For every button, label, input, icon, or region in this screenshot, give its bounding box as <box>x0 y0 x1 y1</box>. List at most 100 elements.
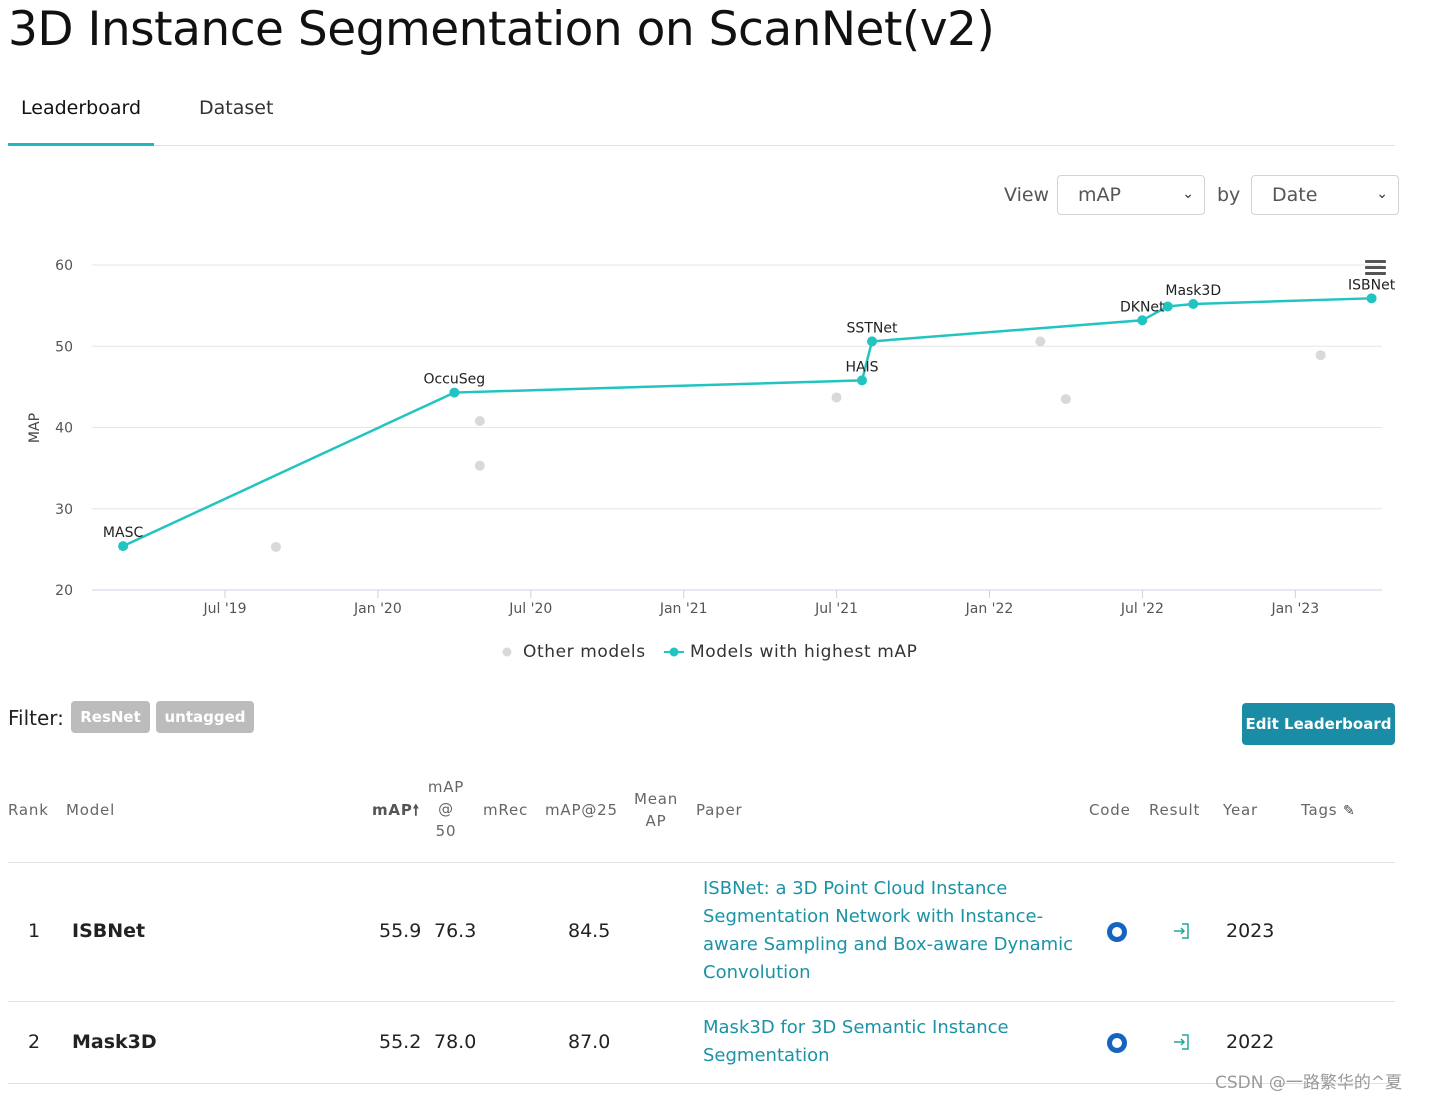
point-label: Mask3D <box>1165 283 1221 299</box>
row-rank: 2 <box>28 1031 41 1053</box>
header-mean-ap[interactable]: Mean AP <box>632 788 680 832</box>
watermark: CSDN @一路繁华的^夏 <box>1215 1073 1403 1093</box>
point-label: DKNet <box>1120 299 1165 315</box>
point-label: MASC <box>103 525 144 541</box>
filter-tag-resnet[interactable]: ResNet <box>71 701 150 733</box>
row-rank: 1 <box>28 920 41 942</box>
active-tab-indicator <box>8 143 154 146</box>
row-year: 2022 <box>1226 1031 1275 1053</box>
metric-select-value: mAP <box>1078 184 1121 206</box>
header-mrec[interactable]: mRec <box>483 801 529 819</box>
tab-bar: Leaderboard Dataset <box>8 97 1395 146</box>
header-tags-label: Tags <box>1301 801 1338 819</box>
metric-select[interactable]: mAP ⌄ <box>1057 175 1205 215</box>
filter-tag-untagged[interactable]: untagged <box>156 701 254 733</box>
edit-leaderboard-button[interactable]: Edit Leaderboard <box>1242 703 1395 745</box>
axis-select-value: Date <box>1272 184 1318 206</box>
chart-menu-icon[interactable] <box>1365 260 1386 275</box>
paper-link[interactable]: Mask3D for 3D Semantic Instance Segmenta… <box>703 1017 1009 1066</box>
row-model[interactable]: Mask3D <box>72 1031 157 1053</box>
x-tick-label: Jan '21 <box>659 601 708 617</box>
sort-arrow-up-icon: 🠕 <box>412 801 420 819</box>
row-map50: 78.0 <box>434 1031 477 1053</box>
header-result: Result <box>1149 801 1201 819</box>
header-mean-ap-line1: Mean <box>633 790 679 808</box>
row-map25: 87.0 <box>568 1031 611 1053</box>
row-map: 55.2 <box>379 1031 422 1053</box>
best-model-point[interactable] <box>867 336 877 347</box>
point-label: HAIS <box>845 359 878 375</box>
header-code: Code <box>1089 801 1131 819</box>
other-model-point[interactable] <box>831 392 842 403</box>
y-tick-label: 50 <box>55 339 73 355</box>
header-map25[interactable]: mAP@25 <box>545 801 618 819</box>
result-icon[interactable] <box>1172 1033 1190 1051</box>
y-tick-label: 40 <box>55 421 73 437</box>
tab-leaderboard[interactable]: Leaderboard <box>21 97 142 119</box>
y-tick-label: 30 <box>55 502 73 518</box>
x-tick-label: Jul '19 <box>202 601 246 617</box>
other-model-point[interactable] <box>1060 394 1071 405</box>
header-map50-line1: mAP <box>427 778 465 796</box>
result-icon[interactable] <box>1172 922 1190 940</box>
legend-other-marker <box>502 647 512 657</box>
other-model-point[interactable] <box>474 416 485 426</box>
row-map: 55.9 <box>379 920 422 942</box>
filter-label: Filter: <box>8 706 64 730</box>
header-paper: Paper <box>696 801 743 819</box>
y-tick-label: 60 <box>55 258 73 274</box>
header-map50-line3: 50 <box>435 822 457 840</box>
other-model-point[interactable] <box>1315 350 1326 361</box>
header-tags: Tags ✎ <box>1301 799 1356 822</box>
legend-best-models[interactable]: Models with highest mAP <box>690 642 917 662</box>
other-model-point[interactable] <box>1035 336 1046 347</box>
header-year[interactable]: Year <box>1223 801 1258 819</box>
row-divider <box>8 1083 1395 1084</box>
header-rank[interactable]: Rank <box>8 801 49 819</box>
header-divider <box>8 862 1395 863</box>
header-map-label: mAP <box>372 801 413 819</box>
x-tick-label: Jan '20 <box>353 601 402 617</box>
x-tick-label: Jul '20 <box>508 601 552 617</box>
x-tick-label: Jul '21 <box>814 601 858 617</box>
by-label: by <box>1217 184 1241 206</box>
y-tick-label: 20 <box>55 583 73 599</box>
row-divider <box>8 1001 1395 1002</box>
best-model-point[interactable] <box>1162 301 1173 312</box>
x-tick-label: Jan '23 <box>1270 601 1319 617</box>
point-label: SSTNet <box>847 320 898 336</box>
other-model-point[interactable] <box>270 541 281 552</box>
header-map50-line2: @ <box>438 800 454 818</box>
leaderboard-chart: 20 30 40 50 60 Jul '19 Jan '20 Jul '20 Jan '21 J… <box>27 258 1396 662</box>
header-mean-ap-line2: AP <box>645 812 667 830</box>
header-model[interactable]: Model <box>66 801 116 819</box>
header-map[interactable]: mAP🠕 <box>372 799 420 821</box>
paper-link[interactable]: ISBNet: a 3D Point Cloud Instance Segmen… <box>703 878 1074 983</box>
other-model-point[interactable] <box>474 460 485 471</box>
legend-other-models[interactable]: Other models <box>523 642 646 662</box>
x-tick-label: Jul '22 <box>1120 601 1164 617</box>
row-map25: 84.5 <box>568 920 611 942</box>
page-title: 3D Instance Segmentation on ScanNet(v2) <box>8 2 995 57</box>
axis-select[interactable]: Date ⌄ <box>1251 175 1399 215</box>
point-label: ISBNet <box>1348 277 1396 293</box>
view-label: View <box>1004 184 1050 206</box>
best-model-point[interactable] <box>1188 299 1199 309</box>
y-axis-label: MAP <box>27 413 43 443</box>
best-model-point[interactable] <box>1366 293 1377 304</box>
header-map50[interactable]: mAP @ 50 <box>424 776 468 842</box>
point-label: OccuSeg <box>423 372 485 388</box>
chevron-down-icon: ⌄ <box>1182 186 1194 202</box>
best-model-point[interactable] <box>857 375 867 386</box>
best-model-point[interactable] <box>118 541 129 552</box>
chevron-down-icon: ⌄ <box>1376 186 1388 202</box>
best-model-point[interactable] <box>1137 315 1148 326</box>
best-model-point[interactable] <box>449 387 460 398</box>
edit-tags-icon[interactable]: ✎ <box>1343 803 1356 819</box>
legend-best-marker <box>669 647 679 657</box>
github-icon[interactable] <box>1107 922 1127 942</box>
tab-dataset[interactable]: Dataset <box>199 97 274 119</box>
row-model[interactable]: ISBNet <box>72 920 146 942</box>
github-icon[interactable] <box>1107 1033 1127 1053</box>
row-year: 2023 <box>1226 920 1275 942</box>
